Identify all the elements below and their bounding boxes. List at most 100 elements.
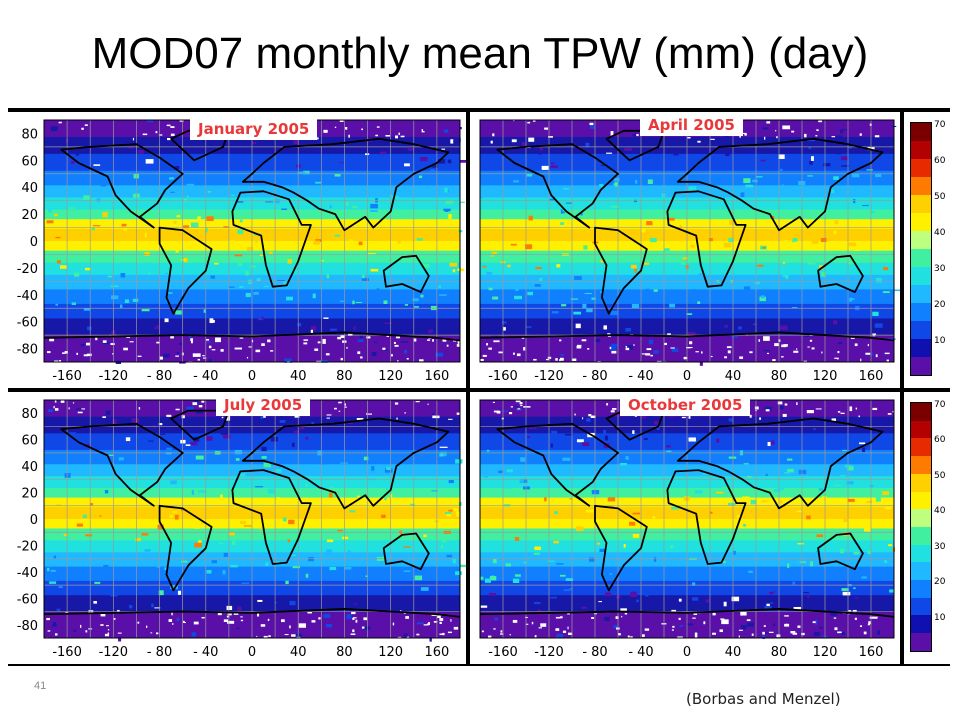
colorbar-segment <box>911 509 931 527</box>
longitude-tick-label: - 40 <box>193 369 218 384</box>
latitude-tick-label: 60 <box>21 434 38 449</box>
latitude-tick-label: -60 <box>17 316 38 331</box>
colorbar-tick-label: 60 <box>934 156 945 166</box>
map-panel-july: 80 60 40 20 0 -20 -40 -60 -80 -160 -120 - 80 - 40 0 40… <box>8 392 466 664</box>
colorbar-tick-label: 20 <box>934 577 945 587</box>
latitude-tick-label: -40 <box>17 289 38 304</box>
colorbar-segment <box>911 321 931 339</box>
month-label-july: July 2005 <box>216 394 310 416</box>
longitude-tick-label: - 80 <box>582 645 607 660</box>
longitude-tick-label: - 80 <box>147 369 172 384</box>
longitude-tick-label: 0 <box>248 645 256 660</box>
colorbar-segment <box>911 474 931 492</box>
latitude-tick-label: -20 <box>17 539 38 554</box>
colorbar-segment <box>911 249 931 267</box>
longitude-tick-label: 0 <box>248 369 256 384</box>
colorbar-segment <box>911 580 931 598</box>
colorbar-segment <box>911 339 931 357</box>
colorbar-segment <box>911 456 931 474</box>
longitude-tick-label: 120 <box>378 369 403 384</box>
longitude-tick-label: 120 <box>378 645 403 660</box>
tpw-map-figure: 80 60 40 20 0 -20 -40 -60 -80 -160 -120 - 80 - 40 0 40… <box>8 108 950 666</box>
longitude-tick-label: -160 <box>488 645 518 660</box>
colorbar-segment <box>911 527 931 545</box>
longitude-tick-label: 80 <box>336 645 353 660</box>
longitude-tick-label: 160 <box>424 645 449 660</box>
longitude-tick-label: 160 <box>859 369 884 384</box>
latitude-tick-label: 0 <box>30 513 38 528</box>
longitude-tick-label: -120 <box>99 645 129 660</box>
latitude-tick-label: -60 <box>17 592 38 607</box>
colorbar-tick-label: 20 <box>934 300 945 310</box>
longitude-tick-label: 40 <box>290 645 307 660</box>
latitude-tick-label: -20 <box>17 262 38 277</box>
latitude-tick-label: 40 <box>21 460 38 475</box>
latitude-tick-label: 20 <box>21 208 38 223</box>
longitude-tick-label: 0 <box>683 645 691 660</box>
map-panel-october: -160 -120 - 80 - 40 0 40 80 120 160 <box>470 392 900 664</box>
colorbar-segment <box>911 285 931 303</box>
month-label-october: October 2005 <box>620 394 750 416</box>
longitude-tick-label: -120 <box>534 645 564 660</box>
month-label-january: January 2005 <box>190 118 317 140</box>
colorbar-segment <box>911 633 931 651</box>
colorbar-tick-label: 40 <box>934 228 945 238</box>
longitude-tick-label: - 40 <box>628 645 653 660</box>
colorbar-segment <box>911 267 931 285</box>
colorbar-segment <box>911 492 931 510</box>
colorbar-segment <box>911 403 931 421</box>
map-panel-april: -160 -120- 80- 40 0 40 80 120 160 <box>470 112 900 388</box>
longitude-tick-label: 40 <box>725 645 742 660</box>
latitude-tick-label: 20 <box>21 487 38 502</box>
colorbar-tick-label: 70 <box>934 400 945 410</box>
slide-number: 41 <box>34 680 46 692</box>
colorbar-segment <box>911 303 931 321</box>
credit-text: (Borbas and Menzel) <box>686 690 841 708</box>
longitude-tick-label: - 40 <box>628 369 653 384</box>
longitude-tick-label: 80 <box>336 369 353 384</box>
colorbar-tick-label: 40 <box>934 506 945 516</box>
colorbar-top: 70 60 50 40 30 20 10 <box>904 112 950 388</box>
longitude-tick-label: 120 <box>813 645 838 660</box>
colorbar-segment <box>911 357 931 375</box>
longitude-tick-label: - 80 <box>147 645 172 660</box>
map-panel-january: 80 60 40 20 0 -20 -40 -60 -80 -160 -120 - 80 - 40 0 40… <box>8 112 466 388</box>
colorbar-segment <box>911 545 931 563</box>
longitude-tick-label: 160 <box>859 645 884 660</box>
longitude-tick-label: -120 <box>534 369 564 384</box>
colorbar-tick-label: 10 <box>934 336 945 346</box>
colorbar-segment <box>911 177 931 195</box>
longitude-tick-label: 40 <box>290 369 307 384</box>
latitude-tick-label: -80 <box>17 343 38 358</box>
longitude-tick-label: - 80 <box>582 369 607 384</box>
colorbar-tick-label: 50 <box>934 192 945 202</box>
colorbar-segment <box>911 123 931 141</box>
longitude-tick-label: 160 <box>424 369 449 384</box>
longitude-tick-label: -120 <box>99 369 129 384</box>
colorbar-segment <box>911 615 931 633</box>
longitude-tick-label: 80 <box>771 369 788 384</box>
latitude-tick-label: 40 <box>21 181 38 196</box>
longitude-tick-label: - 40 <box>193 645 218 660</box>
colorbar-tick-label: 70 <box>934 120 945 130</box>
latitude-tick-label: -80 <box>17 619 38 634</box>
latitude-tick-label: 80 <box>21 127 38 142</box>
colorbar-strip <box>910 122 932 376</box>
colorbar-tick-label: 30 <box>934 264 945 274</box>
colorbar-segment <box>911 231 931 249</box>
colorbar-strip <box>910 402 932 652</box>
longitude-tick-label: 120 <box>813 369 838 384</box>
latitude-tick-label: 0 <box>30 235 38 250</box>
longitude-tick-label: 80 <box>771 645 788 660</box>
longitude-tick-label: 40 <box>725 369 742 384</box>
colorbar-segment <box>911 195 931 213</box>
colorbar-segment <box>911 141 931 159</box>
colorbar-bottom: 70 60 50 40 30 20 10 <box>904 392 950 664</box>
colorbar-segment <box>911 438 931 456</box>
longitude-tick-label: -160 <box>52 645 82 660</box>
colorbar-tick-label: 60 <box>934 435 945 445</box>
colorbar-segment <box>911 421 931 439</box>
latitude-tick-label: -40 <box>17 566 38 581</box>
longitude-tick-label: -160 <box>52 369 82 384</box>
latitude-tick-label: 80 <box>21 407 38 422</box>
